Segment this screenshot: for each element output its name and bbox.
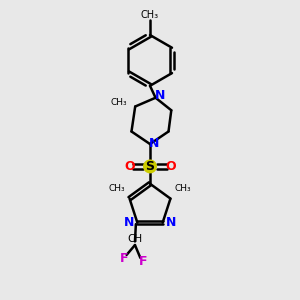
Text: F: F	[119, 252, 128, 265]
Text: F: F	[139, 255, 148, 268]
Text: CH₃: CH₃	[110, 98, 127, 107]
Text: N: N	[166, 216, 177, 229]
Text: N: N	[154, 89, 165, 103]
Text: S: S	[146, 160, 154, 173]
Circle shape	[144, 160, 156, 173]
Text: CH₃: CH₃	[108, 184, 125, 193]
Text: O: O	[124, 160, 135, 173]
Text: CH: CH	[128, 233, 142, 244]
Text: N: N	[123, 216, 134, 229]
Text: CH₃: CH₃	[175, 184, 192, 193]
Text: CH₃: CH₃	[141, 10, 159, 20]
Text: N: N	[148, 137, 159, 150]
Text: O: O	[165, 160, 175, 173]
